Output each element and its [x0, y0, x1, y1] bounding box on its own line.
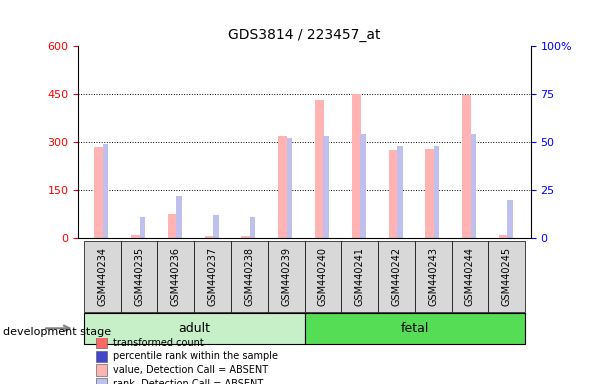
FancyBboxPatch shape [452, 241, 488, 312]
FancyBboxPatch shape [231, 241, 268, 312]
Bar [323, 136, 329, 238]
Bar [168, 214, 177, 238]
Text: value, Detection Call = ABSENT: value, Detection Call = ABSENT [113, 365, 268, 375]
Bar [360, 134, 366, 238]
Text: GSM440235: GSM440235 [134, 247, 144, 306]
Bar [434, 146, 439, 238]
Text: fetal: fetal [400, 322, 429, 335]
Text: GSM440238: GSM440238 [244, 247, 254, 306]
Bar [96, 378, 107, 384]
Bar [388, 150, 398, 238]
FancyBboxPatch shape [121, 241, 157, 312]
Bar [499, 235, 508, 238]
Text: GSM440234: GSM440234 [97, 247, 107, 306]
Bar [241, 235, 251, 238]
Text: GSM440245: GSM440245 [502, 247, 512, 306]
FancyBboxPatch shape [84, 313, 305, 344]
Text: GSM440242: GSM440242 [391, 247, 402, 306]
Text: development stage: development stage [3, 327, 111, 337]
Bar [140, 217, 145, 238]
Text: adult: adult [178, 322, 210, 335]
Bar [204, 235, 214, 238]
FancyBboxPatch shape [194, 241, 231, 312]
Bar [96, 351, 107, 362]
Bar [250, 217, 256, 238]
Bar [507, 200, 513, 238]
Text: GSM440237: GSM440237 [207, 247, 218, 306]
Text: GSM440240: GSM440240 [318, 247, 328, 306]
Bar [95, 147, 104, 238]
Text: transformed count: transformed count [113, 338, 204, 348]
Bar [315, 101, 324, 238]
FancyBboxPatch shape [305, 313, 525, 344]
Bar [286, 138, 292, 238]
FancyBboxPatch shape [268, 241, 305, 312]
Bar [278, 136, 288, 238]
Text: GSM440243: GSM440243 [428, 247, 438, 306]
FancyBboxPatch shape [157, 241, 194, 312]
Bar [213, 215, 219, 238]
Bar [103, 144, 109, 238]
Bar [176, 196, 182, 238]
Text: GSM440236: GSM440236 [171, 247, 181, 306]
Bar [96, 364, 107, 376]
Text: rank, Detection Call = ABSENT: rank, Detection Call = ABSENT [113, 379, 264, 384]
FancyBboxPatch shape [378, 241, 415, 312]
Bar [96, 337, 107, 348]
FancyBboxPatch shape [305, 241, 341, 312]
Title: GDS3814 / 223457_at: GDS3814 / 223457_at [229, 28, 380, 42]
FancyBboxPatch shape [488, 241, 525, 312]
Text: GSM440241: GSM440241 [355, 247, 365, 306]
FancyBboxPatch shape [415, 241, 452, 312]
Bar [131, 235, 140, 238]
Text: GSM440244: GSM440244 [465, 247, 475, 306]
Bar [425, 149, 435, 238]
Text: GSM440239: GSM440239 [281, 247, 291, 306]
Bar [352, 94, 361, 238]
Bar [397, 146, 403, 238]
Bar [470, 134, 476, 238]
FancyBboxPatch shape [84, 241, 121, 312]
Text: percentile rank within the sample: percentile rank within the sample [113, 351, 279, 361]
FancyBboxPatch shape [341, 241, 378, 312]
Bar [462, 95, 472, 238]
